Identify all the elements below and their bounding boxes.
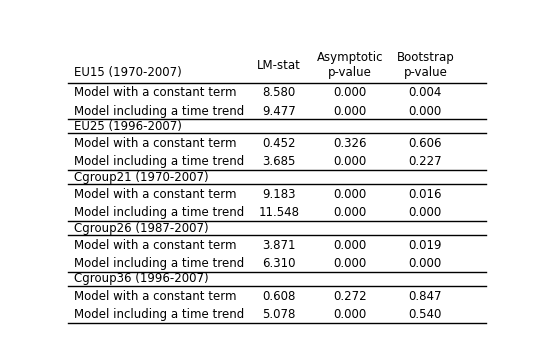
Text: 5.078: 5.078 bbox=[262, 308, 295, 321]
Text: Model including a time trend: Model including a time trend bbox=[74, 155, 244, 168]
Text: 0.000: 0.000 bbox=[333, 206, 367, 219]
Text: Model including a time trend: Model including a time trend bbox=[74, 308, 244, 321]
Text: EU15 (1970-2007): EU15 (1970-2007) bbox=[74, 66, 181, 79]
Text: 0.000: 0.000 bbox=[333, 257, 367, 270]
Text: 6.310: 6.310 bbox=[262, 257, 295, 270]
Text: 0.000: 0.000 bbox=[333, 188, 367, 201]
Text: Model including a time trend: Model including a time trend bbox=[74, 206, 244, 219]
Text: 0.227: 0.227 bbox=[408, 155, 442, 168]
Text: 0.004: 0.004 bbox=[409, 86, 442, 99]
Text: LM-stat: LM-stat bbox=[257, 59, 301, 72]
Text: 0.000: 0.000 bbox=[333, 239, 367, 252]
Text: 0.608: 0.608 bbox=[262, 290, 295, 303]
Text: Cgroup21 (1970-2007): Cgroup21 (1970-2007) bbox=[74, 171, 208, 184]
Text: 0.000: 0.000 bbox=[333, 308, 367, 321]
Text: Model with a constant term: Model with a constant term bbox=[74, 239, 237, 252]
Text: 0.000: 0.000 bbox=[409, 105, 442, 118]
Text: Cgroup36 (1996-2007): Cgroup36 (1996-2007) bbox=[74, 272, 208, 285]
Text: 0.847: 0.847 bbox=[409, 290, 442, 303]
Text: 3.685: 3.685 bbox=[262, 155, 295, 168]
Text: Cgroup26 (1987-2007): Cgroup26 (1987-2007) bbox=[74, 221, 208, 234]
Text: 0.606: 0.606 bbox=[409, 137, 442, 150]
Text: 3.871: 3.871 bbox=[262, 239, 295, 252]
Text: Model including a time trend: Model including a time trend bbox=[74, 105, 244, 118]
Text: 8.580: 8.580 bbox=[262, 86, 295, 99]
Text: 0.000: 0.000 bbox=[333, 86, 367, 99]
Text: Model with a constant term: Model with a constant term bbox=[74, 137, 237, 150]
Text: EU25 (1996-2007): EU25 (1996-2007) bbox=[74, 120, 181, 133]
Text: 0.000: 0.000 bbox=[333, 105, 367, 118]
Text: 9.183: 9.183 bbox=[262, 188, 295, 201]
Text: Asymptotic
p-value: Asymptotic p-value bbox=[317, 51, 383, 79]
Text: 0.000: 0.000 bbox=[409, 206, 442, 219]
Text: 11.548: 11.548 bbox=[258, 206, 299, 219]
Text: Model including a time trend: Model including a time trend bbox=[74, 257, 244, 270]
Text: Model with a constant term: Model with a constant term bbox=[74, 188, 237, 201]
Text: 0.540: 0.540 bbox=[409, 308, 442, 321]
Text: 0.326: 0.326 bbox=[333, 137, 367, 150]
Text: 0.000: 0.000 bbox=[409, 257, 442, 270]
Text: Bootstrap
p-value: Bootstrap p-value bbox=[396, 51, 454, 79]
Text: 0.452: 0.452 bbox=[262, 137, 295, 150]
Text: 0.019: 0.019 bbox=[409, 239, 442, 252]
Text: Model with a constant term: Model with a constant term bbox=[74, 86, 237, 99]
Text: 0.000: 0.000 bbox=[333, 155, 367, 168]
Text: 9.477: 9.477 bbox=[262, 105, 296, 118]
Text: 0.272: 0.272 bbox=[333, 290, 367, 303]
Text: Model with a constant term: Model with a constant term bbox=[74, 290, 237, 303]
Text: 0.016: 0.016 bbox=[409, 188, 442, 201]
